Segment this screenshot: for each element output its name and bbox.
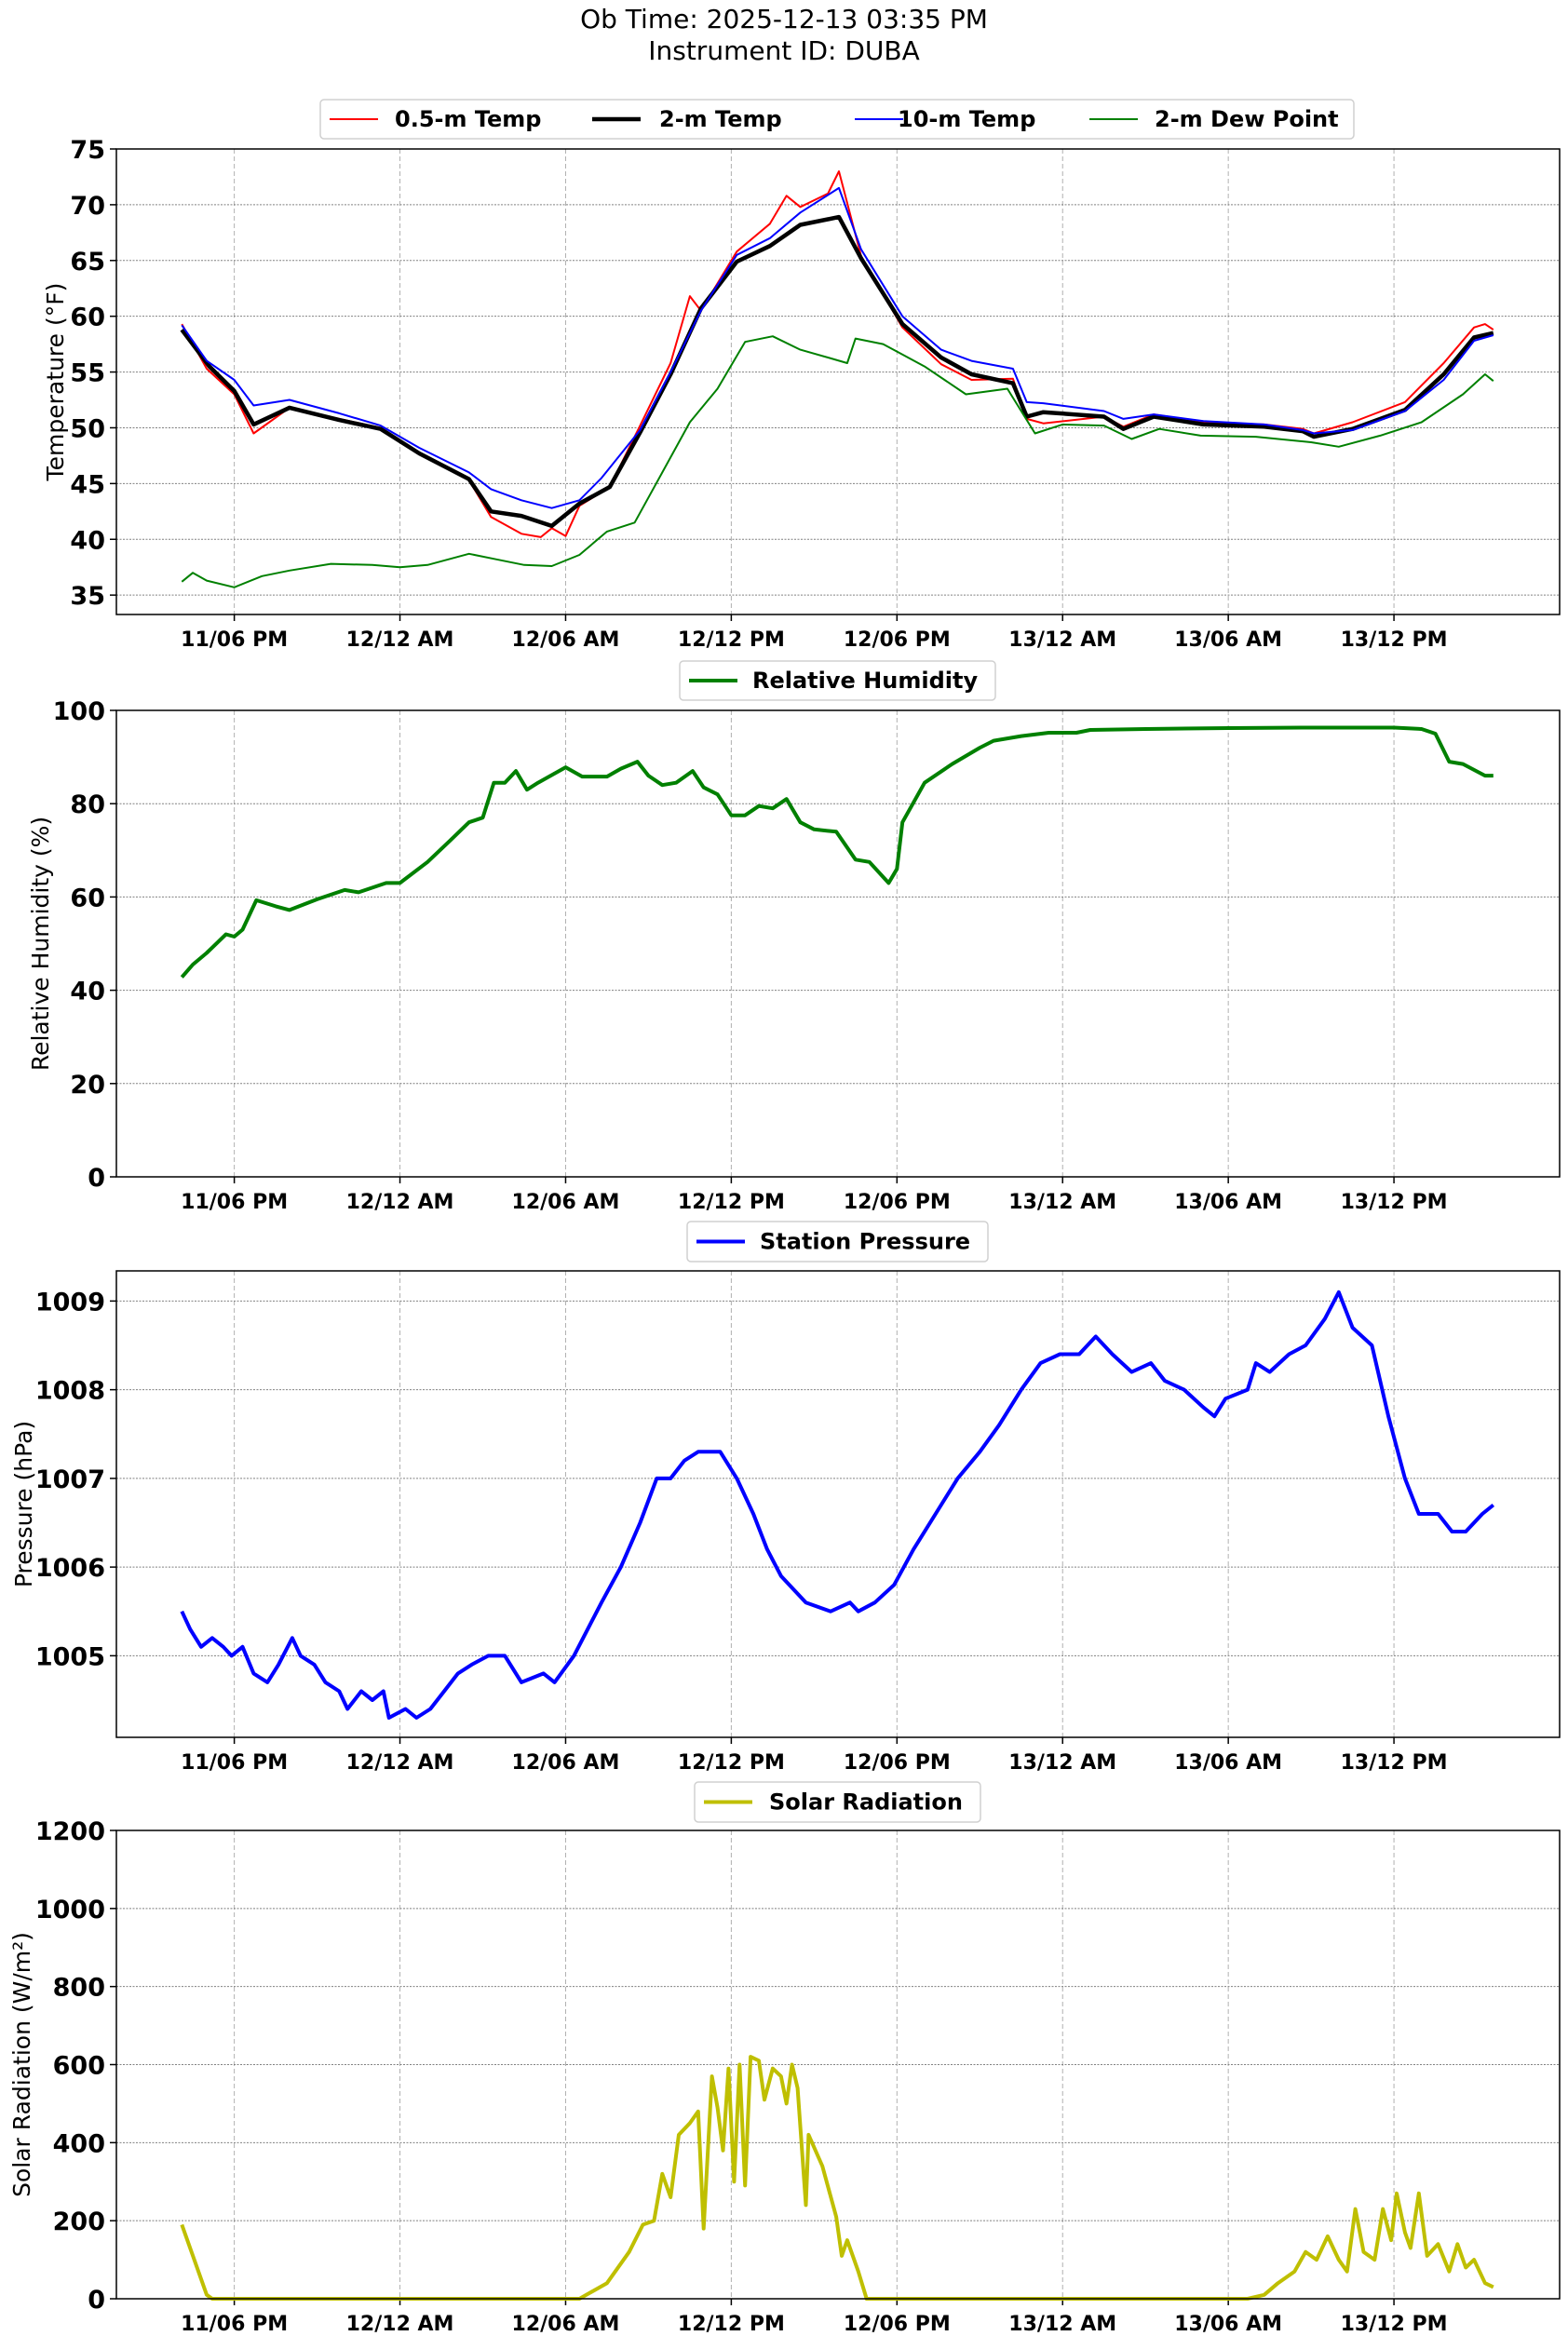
legend-label: 2-m Dew Point — [1155, 106, 1339, 132]
x-tick-label: 12/12 PM — [678, 1751, 785, 1775]
y-tick-label: 1006 — [35, 1554, 105, 1583]
legend-label: 0.5-m Temp — [395, 106, 542, 132]
x-tick-label: 12/06 PM — [844, 1191, 951, 1214]
y-tick-label: 20 — [70, 1071, 105, 1100]
y-tick-label: 70 — [70, 192, 105, 221]
chart-panel-2: 11/06 PM 12/12 AM 12/06 AM 12/12 PM 12/06 PM… — [27, 660, 1561, 1214]
series-line-relative-humidity — [180, 725, 1494, 979]
y-tick-label: 60 — [70, 884, 105, 912]
plot-frame — [115, 1270, 1561, 1738]
legend-box — [679, 660, 996, 701]
legend-box — [686, 1221, 989, 1263]
x-tick-label: 11/06 PM — [181, 1751, 288, 1775]
x-tick-label: 12/12 AM — [346, 1751, 454, 1775]
y-tick-label: 200 — [53, 2208, 105, 2236]
x-tick-label: 12/06 AM — [512, 628, 620, 652]
x-tick-label: 12/06 AM — [512, 1751, 620, 1775]
legend-label: 2-m Temp — [659, 106, 782, 132]
x-tick-label: 12/06 PM — [844, 2313, 951, 2336]
x-tick-label: 13/06 AM — [1174, 2313, 1282, 2336]
x-tick-label: 12/06 PM — [844, 628, 951, 652]
x-tick-label: 12/06 AM — [512, 1191, 620, 1214]
x-tick-label: 12/12 AM — [346, 1191, 454, 1214]
y-tick-label: 1005 — [35, 1642, 105, 1671]
x-tick-label: 13/12 PM — [1341, 1751, 1448, 1775]
x-tick-label: 11/06 PM — [181, 1191, 288, 1214]
x-tick-label: 13/06 AM — [1174, 1191, 1282, 1214]
x-tick-label: 11/06 PM — [181, 2313, 288, 2336]
y-tick-label: 55 — [70, 359, 105, 388]
legend: 0.5-m Temp 2-m Temp 10-m Temp 2-m Dew Point — [319, 99, 1355, 140]
y-tick-label: 400 — [53, 2129, 105, 2158]
x-tick-label: 12/06 AM — [512, 2313, 620, 2336]
series-line-solar-radiation — [180, 2055, 1494, 2301]
series-line-2-m-dew-point — [181, 335, 1494, 588]
ob-time-title: Ob Time: 2025-12-13 03:35 PM — [580, 4, 988, 34]
y-tick-label: 1200 — [35, 1817, 105, 1846]
x-tick-label: 12/12 PM — [678, 2313, 785, 2336]
legend-label: Relative Humidity — [752, 668, 978, 694]
legend-box — [694, 1781, 981, 1823]
x-tick-label: 12/12 AM — [346, 2313, 454, 2336]
plot-frame — [115, 148, 1561, 615]
x-tick-label: 13/12 PM — [1341, 2313, 1448, 2336]
x-tick-label: 13/12 AM — [1008, 1191, 1116, 1214]
series-line-station-pressure — [180, 1290, 1495, 1720]
y-tick-label: 40 — [70, 978, 105, 1006]
x-tick-label: 11/06 PM — [181, 628, 288, 652]
y-axis-label: Relative Humidity (%) — [27, 817, 54, 1071]
x-tick-label: 13/12 AM — [1008, 628, 1116, 652]
chart-panel-4: 11/06 PM 12/12 AM 12/06 AM 12/12 PM 12/06 PM… — [8, 1781, 1561, 2336]
y-axis-label: Pressure (hPa) — [10, 1421, 37, 1587]
x-tick-label: 12/12 AM — [346, 628, 454, 652]
chart-panel-3: 11/06 PM 12/12 AM 12/06 AM 12/12 PM 12/06 PM… — [10, 1221, 1561, 1775]
x-tick-label: 13/12 PM — [1341, 1191, 1448, 1214]
x-tick-label: 12/12 PM — [678, 1191, 785, 1214]
x-tick-label: 13/12 AM — [1008, 1751, 1116, 1775]
x-tick-label: 12/12 PM — [678, 628, 785, 652]
y-tick-label: 100 — [53, 697, 105, 726]
series-line-0-5-m-temp — [181, 170, 1494, 538]
y-tick-label: 35 — [70, 582, 105, 611]
legend: Relative Humidity — [679, 660, 996, 701]
chart-panel-1: 11/06 PM 12/12 AM 12/06 AM 12/12 PM 12/06 PM… — [42, 99, 1561, 652]
legend: Solar Radiation — [694, 1781, 981, 1823]
x-tick-label: 13/06 AM — [1174, 1751, 1282, 1775]
y-tick-label: 45 — [70, 470, 105, 499]
y-tick-label: 0 — [88, 2286, 105, 2315]
legend-label: Station Pressure — [760, 1229, 970, 1255]
y-axis-label: Solar Radiation (W/m²) — [8, 1932, 35, 2197]
y-tick-label: 800 — [53, 1974, 105, 2003]
plot-frame — [115, 1830, 1561, 2300]
y-tick-label: 1000 — [35, 1896, 105, 1924]
x-tick-label: 13/12 AM — [1008, 2313, 1116, 2336]
plot-frame — [115, 709, 1561, 1178]
chart-title: Ob Time: 2025-12-13 03:35 PM Instrument … — [0, 4, 1568, 67]
y-axis-label: Temperature (°F) — [42, 283, 69, 482]
legend-box — [319, 99, 1355, 140]
y-tick-label: 0 — [88, 1164, 105, 1193]
y-tick-label: 1008 — [35, 1377, 105, 1406]
y-tick-label: 1009 — [35, 1288, 105, 1317]
legend-label: 10-m Temp — [898, 106, 1035, 132]
legend: Station Pressure — [686, 1221, 989, 1263]
x-tick-label: 13/12 PM — [1341, 628, 1448, 652]
y-tick-label: 600 — [53, 2052, 105, 2081]
x-tick-label: 12/06 PM — [844, 1751, 951, 1775]
y-tick-label: 40 — [70, 526, 105, 555]
y-tick-label: 50 — [70, 414, 105, 443]
y-tick-label: 75 — [70, 136, 105, 165]
y-tick-label: 80 — [70, 790, 105, 819]
x-tick-label: 13/06 AM — [1174, 628, 1282, 652]
series-line-2-m-temp — [180, 214, 1494, 529]
instrument-id-title: Instrument ID: DUBA — [648, 35, 920, 66]
y-tick-label: 60 — [70, 304, 105, 332]
legend-label: Solar Radiation — [769, 1789, 963, 1816]
y-tick-label: 65 — [70, 248, 105, 277]
y-tick-label: 1007 — [35, 1465, 105, 1494]
series-line-10-m-temp — [181, 186, 1494, 509]
